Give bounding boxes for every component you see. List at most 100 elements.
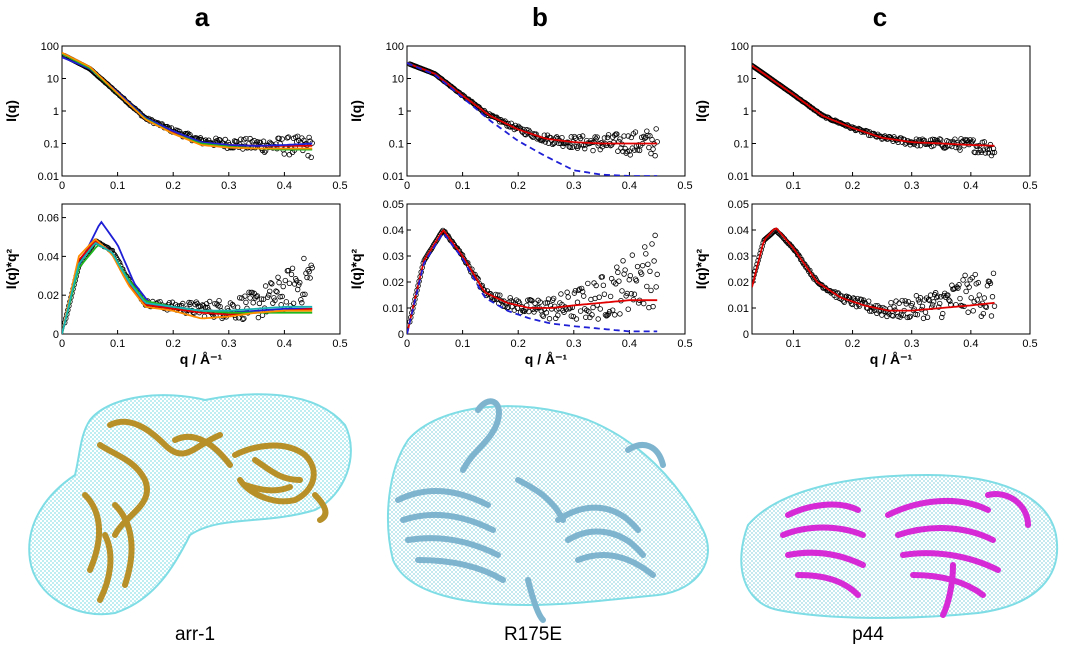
- data-point: [585, 280, 591, 287]
- data-point: [647, 268, 653, 275]
- data-point: [540, 313, 547, 319]
- data-point: [896, 300, 902, 306]
- data-point: [558, 291, 564, 297]
- x-tick-label: 0.3: [904, 180, 919, 192]
- y-tick-label: 0.05: [728, 199, 749, 211]
- x-tick-label: 0.1: [786, 338, 801, 350]
- data-point: [544, 300, 551, 306]
- data-point: [898, 312, 904, 318]
- x-tick-label: 0.1: [455, 338, 470, 350]
- data-point: [989, 149, 996, 156]
- x-tick-label: 0.2: [166, 180, 181, 192]
- y-tick-label: 0.01: [38, 171, 59, 183]
- x-tick-label: 0.3: [221, 338, 236, 350]
- data-point: [945, 292, 951, 298]
- x-tick-label: 0.3: [904, 338, 919, 350]
- x-tick-label: 0.5: [1022, 180, 1037, 192]
- data-point: [909, 300, 916, 307]
- data-point: [546, 316, 553, 322]
- x-axis-label: q / Å⁻¹: [870, 351, 913, 367]
- data-point: [644, 128, 650, 134]
- data-point: [246, 289, 252, 295]
- data-point: [974, 297, 980, 303]
- x-tick-label: 0.3: [566, 338, 581, 350]
- fit-curve-red: [752, 227, 995, 312]
- data-point: [888, 300, 894, 306]
- data-point: [625, 306, 631, 312]
- data-point: [207, 298, 213, 305]
- data-point: [568, 313, 574, 319]
- data-point: [237, 295, 243, 301]
- structure-r175e: [378, 390, 718, 630]
- data-point: [627, 152, 633, 158]
- data-point: [564, 289, 570, 295]
- fit-curve-orange: [62, 51, 313, 150]
- data-point: [309, 265, 315, 271]
- data-point: [641, 300, 647, 307]
- data-point: [650, 146, 656, 152]
- data-point: [299, 300, 305, 306]
- data-point: [970, 137, 976, 143]
- data-point: [914, 312, 921, 318]
- y-tick-label: 0.03: [728, 251, 749, 263]
- y-tick-label: 0.02: [38, 290, 59, 302]
- x-axis-label: q / Å⁻¹: [525, 351, 568, 367]
- x-tick-label: 0.5: [677, 338, 692, 350]
- envelope-mesh: [28, 393, 352, 616]
- data-point: [961, 143, 967, 149]
- data-point: [957, 147, 963, 153]
- data-point: [987, 280, 994, 287]
- x-axis-label: q / Å⁻¹: [180, 351, 223, 367]
- data-point: [624, 290, 630, 297]
- data-point: [972, 149, 978, 156]
- data-point: [622, 267, 628, 273]
- data-point: [652, 153, 658, 159]
- data-point: [987, 141, 994, 148]
- data-point: [645, 132, 651, 139]
- data-point: [286, 152, 293, 158]
- protein-cartoon: [395, 398, 666, 623]
- data-point: [617, 311, 623, 317]
- data-point: [606, 308, 613, 315]
- data-point: [906, 314, 912, 320]
- y-tick-label: 10: [737, 74, 749, 86]
- data-point: [968, 295, 974, 301]
- data-point: [956, 282, 962, 288]
- data-point: [899, 297, 905, 304]
- data-point: [279, 293, 285, 300]
- data-point: [293, 278, 300, 284]
- data-point: [955, 285, 961, 291]
- data-point: [607, 293, 614, 300]
- plot-frame: [751, 203, 1031, 335]
- data-point: [276, 279, 282, 286]
- y-axis-label: I(q)*q²: [693, 248, 709, 289]
- x-tick-label: 0.2: [845, 180, 860, 192]
- data-point: [865, 298, 872, 304]
- data-point: [290, 300, 297, 306]
- y-tick-label: 1: [53, 106, 59, 118]
- envelope-mesh: [740, 473, 1059, 619]
- data-point: [629, 252, 636, 258]
- data-point: [590, 304, 596, 311]
- y-tick-label: 0.01: [728, 303, 749, 315]
- plot-frame: [61, 203, 341, 335]
- y-tick-label: 0.05: [383, 199, 404, 211]
- data-point: [934, 293, 941, 299]
- data-point: [573, 316, 580, 322]
- data-point: [653, 126, 659, 132]
- data-point: [635, 300, 642, 306]
- data-point: [917, 295, 924, 301]
- data-point: [298, 297, 304, 303]
- data-point: [273, 288, 279, 294]
- fit-curve-blue: [407, 62, 658, 176]
- data-point: [627, 272, 633, 279]
- data-point: [274, 289, 280, 295]
- data-point: [642, 244, 648, 250]
- data-point: [254, 139, 261, 145]
- data-point: [617, 136, 623, 142]
- data-point: [580, 293, 587, 299]
- data-point: [267, 288, 273, 294]
- fit-curve-blue: [62, 220, 313, 334]
- data-point: [233, 138, 240, 145]
- x-tick-label: 0.4: [622, 180, 637, 192]
